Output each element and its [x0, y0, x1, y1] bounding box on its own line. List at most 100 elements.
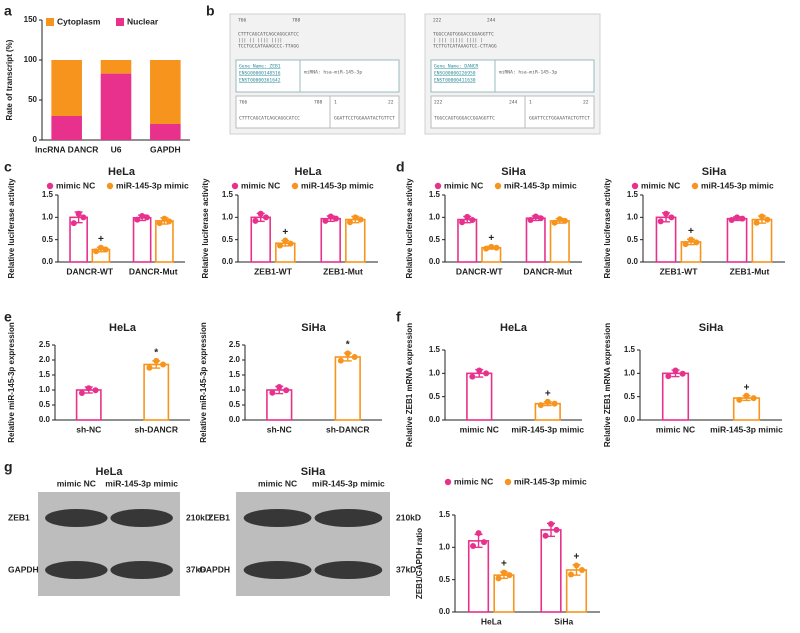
data-point: [276, 384, 283, 390]
y-tick-label: 1.5: [229, 370, 241, 379]
y-tick-label: 1.5: [429, 345, 441, 354]
gene-name: Gene Name: ZEB1: [239, 64, 281, 70]
data-point: [333, 215, 340, 222]
x-tick-label: miR-145-3p mimic: [710, 424, 783, 434]
legend-marker: [291, 182, 299, 190]
y-tick-label: 0.0: [39, 415, 51, 424]
y-tick-label: 2.0: [39, 355, 51, 364]
panel-label: a: [4, 3, 12, 19]
chart-title: SiHa: [301, 322, 326, 334]
protein-label: GAPDH: [8, 564, 39, 574]
y-tick-label: 0.5: [42, 235, 54, 244]
blot-band: [243, 509, 312, 527]
data-point: [357, 216, 364, 223]
bar: [751, 218, 773, 263]
data-point: [143, 214, 150, 221]
data-point: [475, 530, 482, 537]
blot-image: [236, 492, 390, 596]
data-point: [537, 402, 544, 409]
significance-mark: *: [346, 340, 350, 351]
y-tick-label: 50: [28, 95, 37, 104]
legend-label: Nuclear: [127, 16, 159, 26]
data-point: [672, 367, 679, 374]
bar: [132, 216, 152, 263]
position-label: 1: [529, 100, 532, 106]
sequence: TGGCCAGTGGGACCGGAGGTTC: [433, 32, 494, 38]
data-point: [532, 213, 539, 220]
bar-segment: [100, 60, 132, 74]
y-axis-label: Relative luciferase activity: [405, 178, 414, 279]
data-point: [327, 213, 334, 220]
legend-label: miR-145-3p mimic: [514, 476, 587, 486]
data-point: [344, 350, 351, 357]
x-tick-label: GAPDH: [150, 144, 181, 154]
data-point: [736, 396, 743, 403]
lane-label: miR-145-3p mimic: [312, 478, 385, 488]
data-point: [70, 220, 77, 227]
legend-marker: [494, 182, 502, 190]
legend-marker: [46, 182, 54, 190]
y-tick-label: 0.0: [42, 257, 54, 266]
y-axis-label: Relative ZEB1 mRNA expression: [405, 323, 414, 447]
data-point: [728, 217, 735, 224]
data-point: [573, 562, 580, 569]
data-point: [668, 214, 675, 221]
data-point: [257, 210, 264, 217]
y-tick-label: 1.0: [229, 385, 241, 394]
blot-image: [38, 492, 180, 596]
position-label: 22: [583, 100, 589, 106]
data-point: [739, 215, 746, 222]
position-label: 1: [334, 100, 337, 106]
data-point: [551, 219, 558, 226]
y-tick-label: 1.5: [624, 345, 636, 354]
data-point: [276, 242, 283, 249]
position-label: 244: [509, 100, 518, 106]
bar: [540, 529, 562, 613]
sequence: GGATTCCTGGAAATACTGTTCT: [529, 116, 590, 122]
legend-label: miR-145-3p mimic: [504, 180, 577, 190]
y-tick-label: 1.5: [429, 190, 441, 199]
legend-label: Cytoplasm: [57, 16, 101, 26]
legend-marker: [106, 182, 114, 190]
sequence: TCCTGCCATAAAGCCC-TTAGG: [238, 44, 299, 50]
x-tick-label: sh-DANCR: [326, 424, 369, 434]
data-point: [578, 566, 585, 573]
data-point: [481, 539, 488, 546]
data-point: [146, 364, 153, 371]
bar-segment: [150, 124, 181, 140]
data-point: [693, 239, 700, 246]
data-point: [287, 240, 294, 247]
panel-label: e: [4, 309, 12, 325]
info-box: [235, 59, 400, 93]
legend-label: miR-145-3p mimic: [116, 180, 189, 190]
sequence: TCTTGTCATAAAGTCC-CTTAGG: [433, 44, 497, 50]
x-tick-label: DANCR-WT: [66, 266, 114, 276]
data-point: [97, 244, 104, 251]
data-point: [283, 387, 290, 394]
size-label: 37kD: [186, 564, 206, 574]
blot-band: [110, 561, 173, 579]
gene-id: ENSG00000148516: [239, 71, 281, 77]
y-tick-label: 1.5: [42, 190, 54, 199]
data-point: [556, 216, 563, 223]
position-label: 766: [239, 100, 248, 106]
info-box: [430, 59, 595, 93]
x-tick-label: DANCR-Mut: [523, 266, 572, 276]
y-tick-label: 0.5: [222, 235, 234, 244]
gene-id: ENST00000411630: [434, 78, 476, 84]
bar: [155, 220, 174, 263]
chart-title: HeLa: [500, 322, 528, 334]
bar: [726, 217, 748, 263]
blot-title: HeLa: [96, 466, 124, 478]
y-tick-label: 150: [24, 15, 38, 24]
blot-band: [314, 509, 383, 527]
data-point: [663, 210, 670, 217]
data-point: [134, 216, 141, 223]
position-label: 244: [487, 18, 496, 24]
y-tick-label: 2.5: [229, 340, 241, 349]
y-axis-label: Relative luciferase activity: [603, 178, 612, 279]
chart-title: SiHa: [699, 322, 724, 334]
data-point: [551, 400, 558, 407]
legend-label: miR-145-3p mimic: [301, 180, 374, 190]
significance-mark: +: [282, 227, 288, 238]
